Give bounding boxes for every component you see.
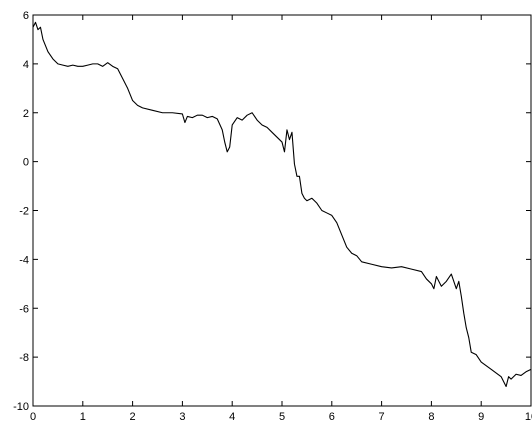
x-tick-label: 0	[30, 411, 36, 423]
y-tick-label: 4	[23, 59, 29, 71]
y-tick-label: -10	[13, 401, 29, 413]
y-tick-label: 0	[23, 157, 29, 169]
axes-frame	[32, 14, 532, 407]
x-tick-label: 7	[379, 411, 385, 423]
x-tick-label: 5	[279, 411, 285, 423]
x-tick-label: 8	[428, 411, 434, 423]
x-tick-label: 9	[478, 411, 484, 423]
y-tick-label: -4	[19, 254, 29, 266]
x-tick-label: 4	[229, 411, 235, 423]
y-tick-label: -2	[19, 206, 29, 218]
y-tick-label: 6	[23, 10, 29, 22]
y-tick-label: 2	[23, 108, 29, 120]
x-tick-label: 6	[329, 411, 335, 423]
x-tick-label: 10	[525, 411, 532, 423]
x-tick-label: 2	[130, 411, 136, 423]
y-tick-label: -8	[19, 352, 29, 364]
series-line	[32, 21, 532, 387]
y-tick-label: -6	[19, 303, 29, 315]
tick-labels-layer: 0 1 2 3 4 5 6 7 8 9 10 -10 -8 -6 -4 -2 0 2 4 6	[13, 10, 532, 423]
x-tick-label: 1	[80, 411, 86, 423]
ticks-layer	[32, 14, 532, 407]
x-tick-label: 3	[179, 411, 185, 423]
